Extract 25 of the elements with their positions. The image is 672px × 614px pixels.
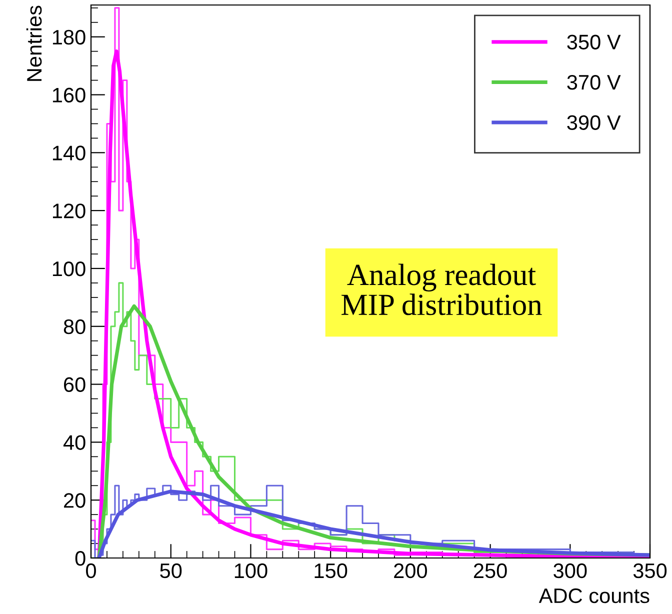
- x-tick-label: 200: [394, 563, 427, 578]
- y-tick-label: 100: [52, 261, 86, 276]
- x-tick-label: 350: [633, 563, 667, 578]
- x-tick-label: 0: [86, 563, 96, 578]
- y-axis-title: Nentries: [26, 6, 42, 81]
- x-tick-label: 50: [160, 563, 182, 578]
- y-tick-label: 160: [52, 88, 86, 103]
- y-tick-label: 40: [63, 435, 86, 450]
- annotation: Analog readout: [347, 264, 536, 292]
- x-tick-label: 150: [314, 563, 348, 578]
- x-tick-label: 100: [234, 563, 268, 578]
- y-tick-label: 60: [64, 377, 86, 392]
- legend-label: 370 V: [567, 74, 621, 90]
- x-tick-label: 250: [474, 563, 507, 578]
- annotation: MIP distribution: [342, 294, 542, 316]
- y-tick-label: 0: [75, 551, 86, 566]
- legend-label: 390 V: [567, 115, 621, 130]
- x-axis-title: ADC counts: [538, 588, 650, 604]
- y-tick-label: 140: [52, 146, 86, 160]
- y-tick-label: 80: [64, 319, 86, 334]
- y-tick-label: 180: [52, 30, 86, 45]
- legend-label: 350 V: [567, 34, 621, 50]
- x-tick-label: 300: [554, 563, 587, 578]
- y-tick-label: 20: [64, 493, 86, 508]
- y-tick-label: 120: [52, 204, 86, 218]
